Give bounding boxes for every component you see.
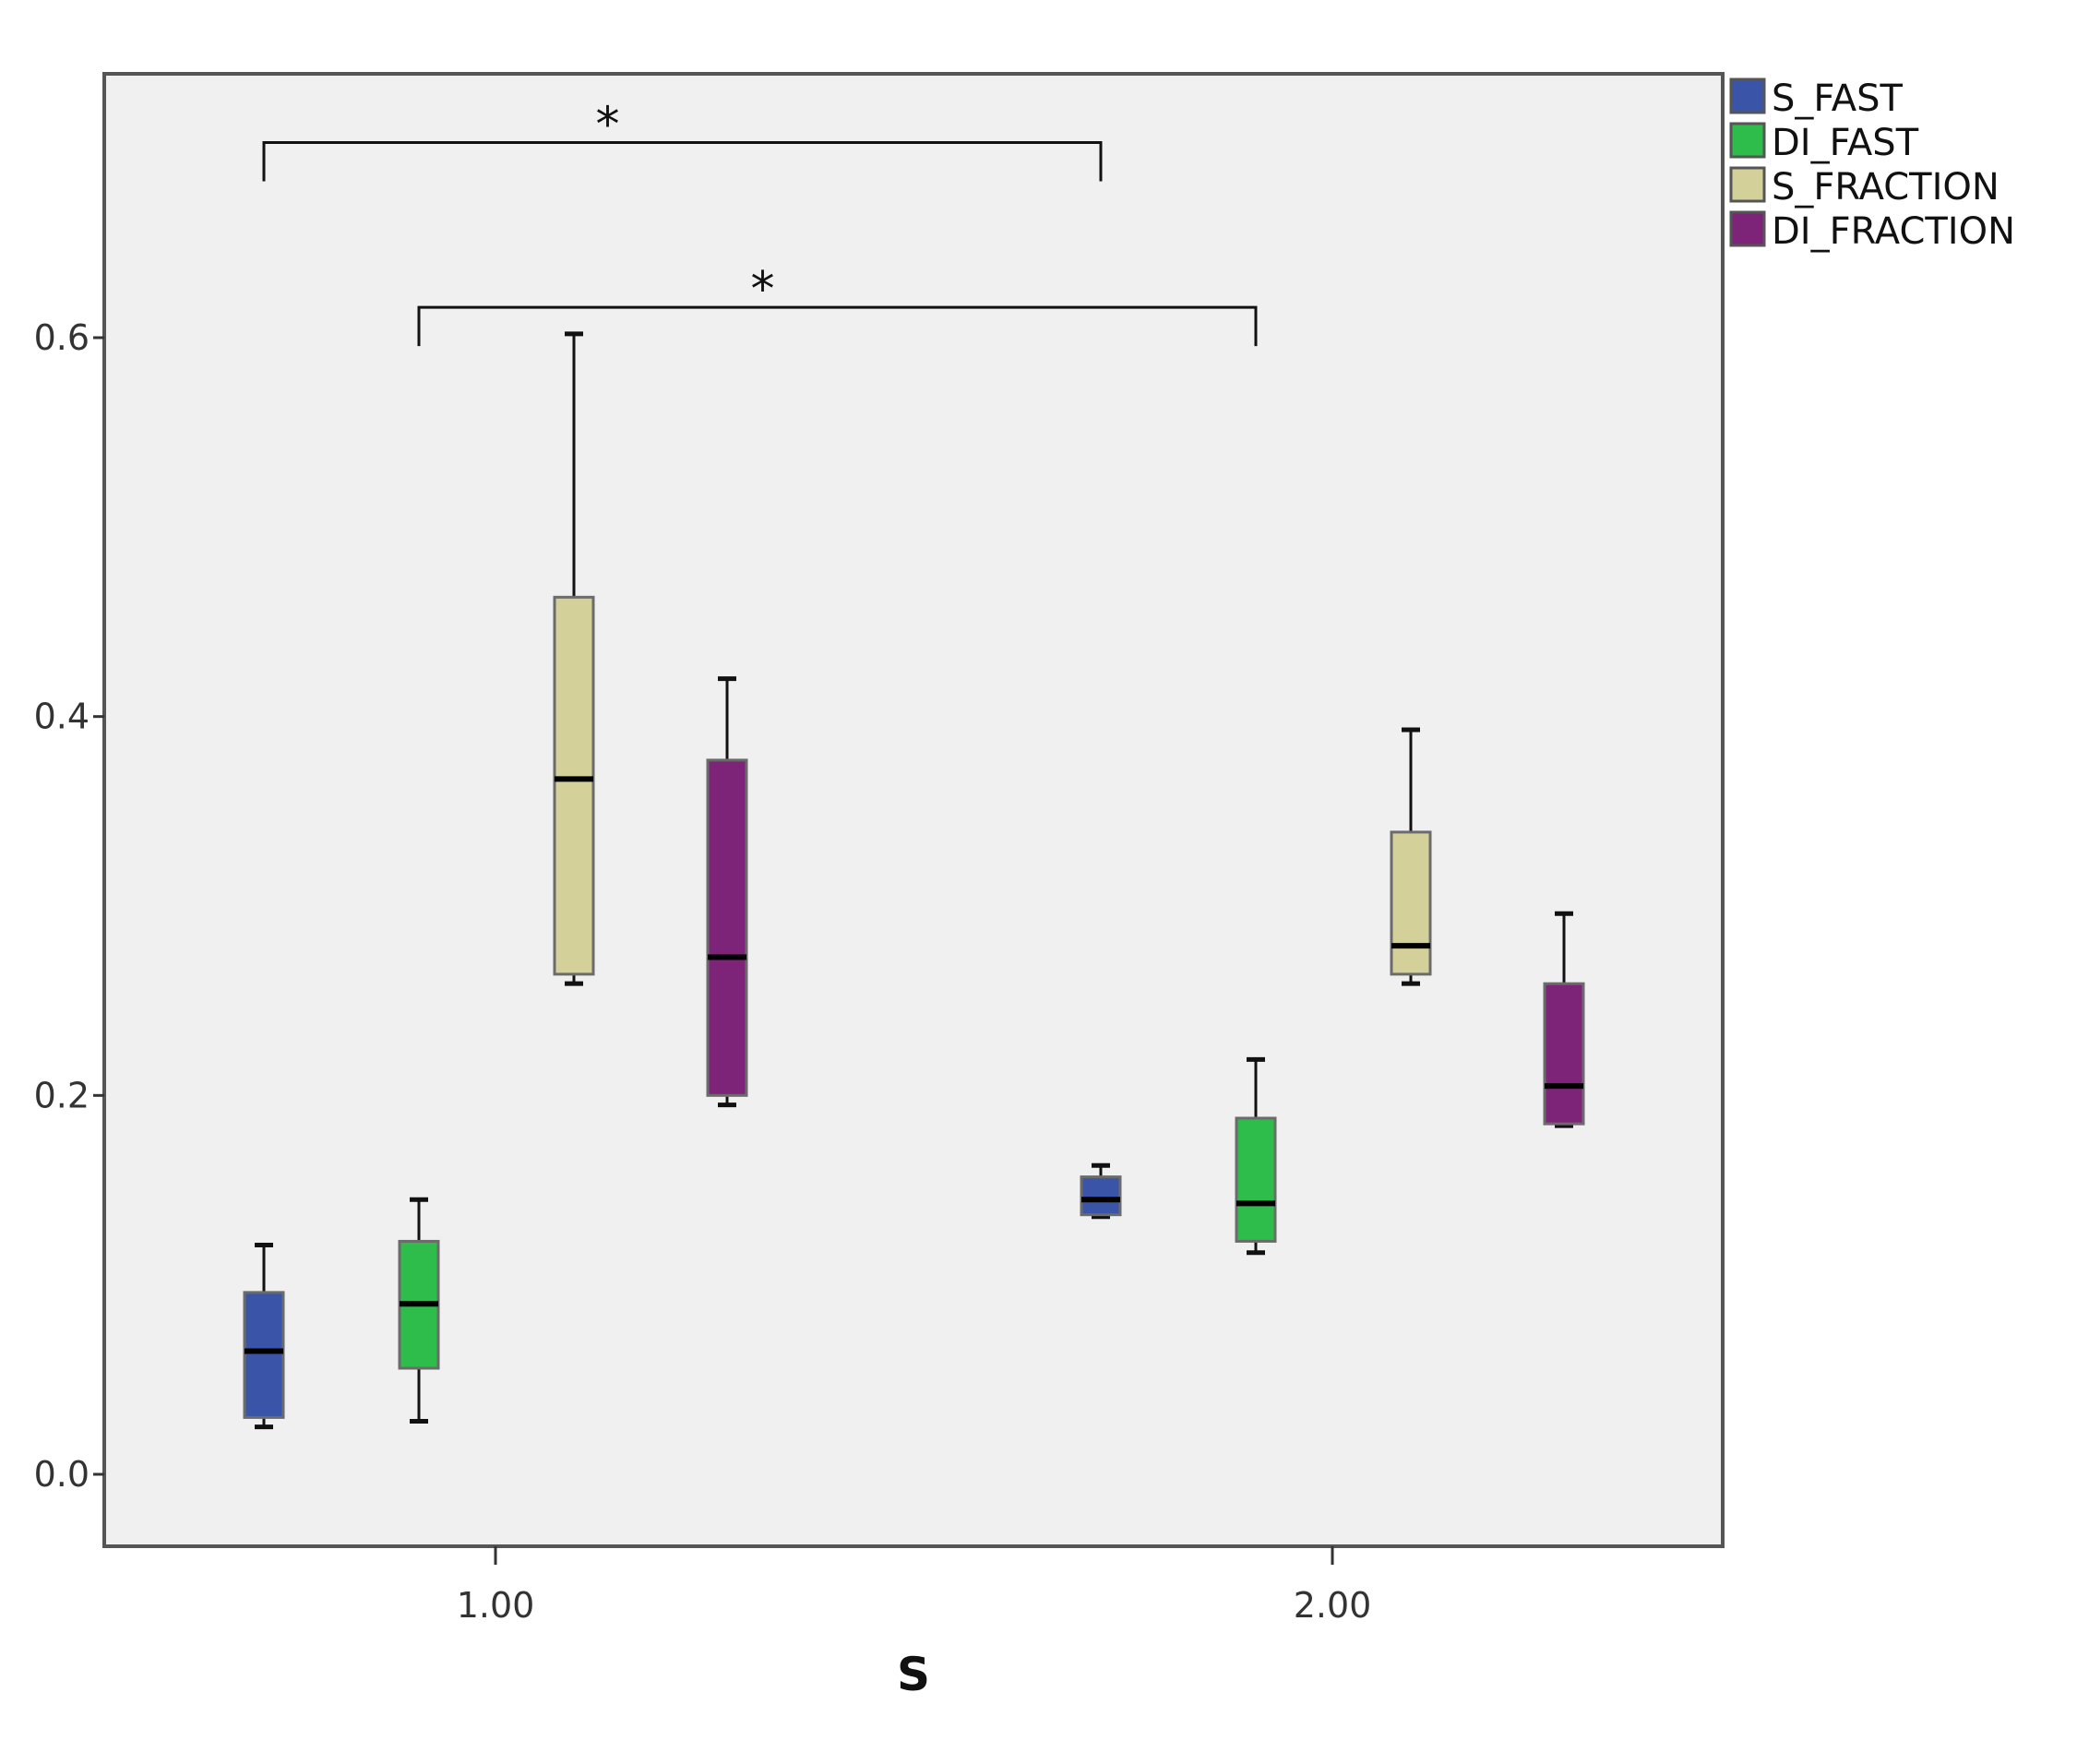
y-tick-label: 0.0 [34, 1454, 90, 1495]
box-body [706, 758, 748, 1097]
legend-swatch [1729, 210, 1766, 247]
bracket-line [417, 305, 1258, 347]
box-body [553, 595, 595, 976]
box-body [1543, 982, 1585, 1126]
x-tick-label: 1.00 [457, 1585, 535, 1626]
legend-label: S_FAST [1772, 77, 1903, 120]
plot-area [102, 72, 1725, 1548]
box-s-fraction-1-00 [553, 331, 595, 986]
legend-label: DI_FAST [1772, 122, 1919, 164]
x-axis-title: S [897, 1648, 930, 1701]
y-axis: 0.0 0.2 0.4 0.6 [34, 317, 104, 1495]
y-tick-label: 0.2 [34, 1075, 90, 1115]
y-tick-label: 0.4 [34, 697, 90, 737]
box-di-fast-1-00 [398, 1197, 440, 1424]
boxplots [243, 331, 1585, 1430]
significance-bracket-1: * [262, 98, 1103, 182]
legend-item-s-fraction: S_FRACTION [1729, 166, 1999, 209]
y-tick-label: 0.6 [34, 317, 90, 358]
significance-bracket-2: * [417, 262, 1258, 347]
legend-label: DI_FRACTION [1772, 210, 2015, 253]
legend-label: S_FRACTION [1772, 166, 1999, 209]
x-tick-label: 2.00 [1294, 1585, 1372, 1626]
legend-item-di-fast: DI_FAST [1729, 122, 1919, 164]
legend-swatch [1729, 77, 1766, 114]
bracket-line [262, 141, 1103, 182]
legend-item-s-fast: S_FAST [1729, 77, 1903, 120]
box-s-fast-2-00 [1080, 1162, 1122, 1220]
significance-star: * [595, 98, 619, 153]
box-body [1080, 1175, 1122, 1217]
box-body [1390, 830, 1432, 976]
significance-star: * [750, 262, 774, 317]
legend-swatch [1729, 122, 1766, 159]
legend-swatch [1729, 166, 1766, 203]
box-body [1235, 1116, 1277, 1243]
significance-annotations: ** [262, 98, 1258, 347]
box-di-fraction-1-00 [706, 676, 748, 1108]
box-body [243, 1291, 285, 1419]
box-di-fraction-2-00 [1543, 911, 1585, 1128]
legend-item-di-fraction: DI_FRACTION [1729, 210, 2015, 253]
x-axis: 1.00 2.00 [457, 1546, 1372, 1626]
box-s-fast-1-00 [243, 1243, 285, 1430]
box-di-fast-2-00 [1235, 1056, 1277, 1256]
box-s-fraction-2-00 [1390, 727, 1432, 986]
